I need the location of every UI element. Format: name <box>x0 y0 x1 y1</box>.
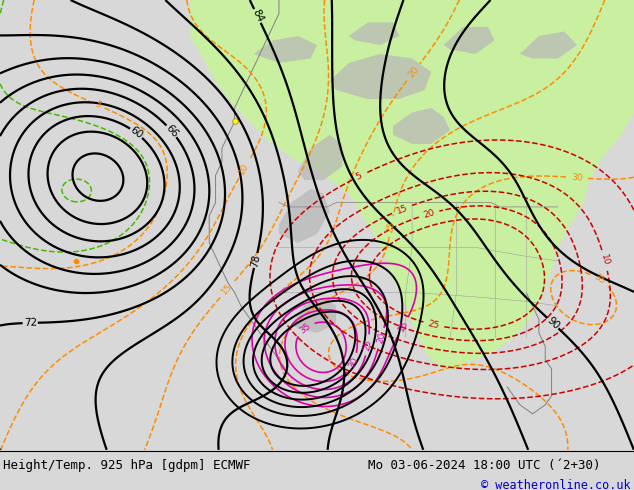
Text: Height/Temp. 925 hPa [gdpm] ECMWF: Height/Temp. 925 hPa [gdpm] ECMWF <box>3 460 250 472</box>
Text: 35: 35 <box>593 272 607 287</box>
Polygon shape <box>254 36 317 63</box>
Text: 78: 78 <box>249 253 262 268</box>
Text: 5: 5 <box>354 171 364 182</box>
Polygon shape <box>279 189 330 243</box>
Text: © weatheronline.co.uk: © weatheronline.co.uk <box>481 479 631 490</box>
Text: Mo 03-06-2024 18:00 UTC (´2+30): Mo 03-06-2024 18:00 UTC (´2+30) <box>368 460 600 472</box>
Text: 25: 25 <box>385 220 397 233</box>
Text: 30: 30 <box>346 356 359 370</box>
Text: 20: 20 <box>375 332 387 345</box>
Text: 90: 90 <box>545 315 561 331</box>
Polygon shape <box>399 189 558 365</box>
Text: 5: 5 <box>93 99 102 110</box>
Text: 20: 20 <box>406 65 420 79</box>
Polygon shape <box>444 27 495 54</box>
Polygon shape <box>393 108 450 144</box>
Text: 15: 15 <box>395 203 409 216</box>
Text: 72: 72 <box>23 318 37 328</box>
Text: 15: 15 <box>220 282 235 297</box>
Text: 60: 60 <box>128 125 145 141</box>
Polygon shape <box>330 54 431 99</box>
Text: 25: 25 <box>427 319 441 330</box>
Text: 20: 20 <box>422 208 436 220</box>
Polygon shape <box>571 23 634 81</box>
Text: 84: 84 <box>250 8 265 24</box>
Text: 10: 10 <box>237 162 251 176</box>
Polygon shape <box>520 31 577 58</box>
Polygon shape <box>298 135 342 180</box>
Polygon shape <box>349 23 399 45</box>
Text: 15: 15 <box>397 318 410 333</box>
Text: 66: 66 <box>164 123 179 140</box>
Text: 25: 25 <box>363 339 373 351</box>
Polygon shape <box>190 0 634 369</box>
Text: 35: 35 <box>298 321 313 335</box>
Text: 10: 10 <box>599 254 611 267</box>
Text: 30: 30 <box>571 173 583 183</box>
Polygon shape <box>292 297 336 333</box>
